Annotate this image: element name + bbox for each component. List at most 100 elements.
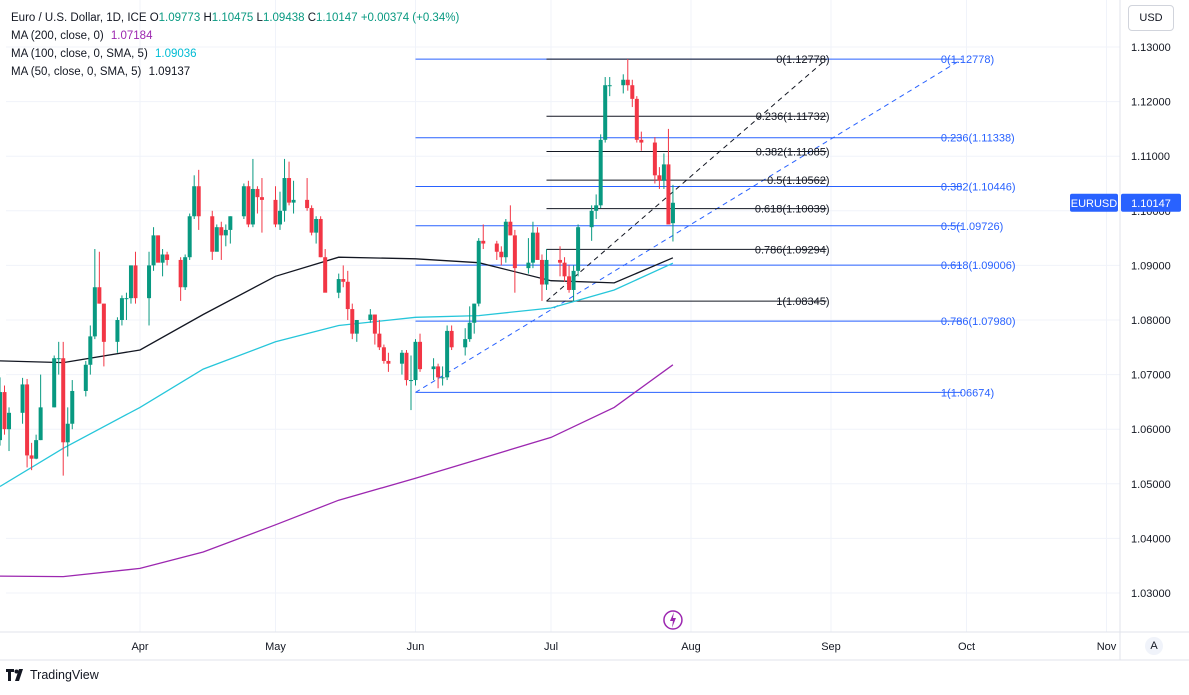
candle-body[interactable] bbox=[381, 347, 386, 361]
candle-body[interactable] bbox=[535, 232, 540, 260]
candle-body[interactable] bbox=[259, 197, 264, 200]
legend-ma100[interactable]: MA (100, close, 0, SMA, 5) 1.09036 bbox=[11, 45, 459, 63]
candle-body[interactable] bbox=[652, 142, 657, 176]
candle-body[interactable] bbox=[156, 235, 161, 263]
candle-body[interactable] bbox=[431, 366, 436, 370]
candle-body[interactable] bbox=[512, 235, 517, 269]
candle-body[interactable] bbox=[607, 85, 612, 87]
candle-body[interactable] bbox=[0, 392, 2, 441]
candle-body[interactable] bbox=[38, 407, 43, 441]
candle-body[interactable] bbox=[508, 221, 513, 236]
candle-body[interactable] bbox=[255, 188, 260, 198]
candle-body[interactable] bbox=[571, 270, 576, 290]
candle-body[interactable] bbox=[241, 186, 246, 217]
candle-body[interactable] bbox=[165, 254, 170, 260]
candle-body[interactable] bbox=[291, 199, 296, 203]
candle-body[interactable] bbox=[562, 262, 567, 277]
candle-body[interactable] bbox=[670, 202, 675, 224]
fib-blue-trendline[interactable] bbox=[415, 58, 963, 393]
candle-body[interactable] bbox=[187, 216, 192, 258]
candle-body[interactable] bbox=[440, 377, 445, 379]
symbol-title[interactable]: Euro / U.S. Dollar, 1D, ICE bbox=[11, 12, 147, 24]
candle-body[interactable] bbox=[70, 390, 75, 424]
candle-body[interactable] bbox=[503, 221, 508, 258]
candle-body[interactable] bbox=[481, 240, 486, 244]
candle-body[interactable] bbox=[323, 257, 328, 293]
candle-body[interactable] bbox=[354, 320, 359, 334]
candle-body[interactable] bbox=[413, 341, 418, 381]
candle-body[interactable] bbox=[576, 227, 581, 271]
candle-body[interactable] bbox=[101, 303, 106, 342]
candle-body[interactable] bbox=[345, 281, 350, 310]
candle-body[interactable] bbox=[404, 352, 409, 381]
auto-scale-button[interactable]: A bbox=[1145, 637, 1163, 655]
moving-average-line[interactable] bbox=[0, 262, 674, 488]
candle-body[interactable] bbox=[598, 139, 603, 206]
candle-body[interactable] bbox=[92, 287, 97, 337]
candle-body[interactable] bbox=[558, 259, 563, 263]
candle-body[interactable] bbox=[336, 279, 341, 293]
candle-body[interactable] bbox=[666, 164, 671, 225]
candle-body[interactable] bbox=[65, 423, 70, 443]
candle-body[interactable] bbox=[472, 303, 477, 323]
candle-body[interactable] bbox=[318, 218, 323, 258]
candle-body[interactable] bbox=[314, 218, 319, 233]
candle-body[interactable] bbox=[2, 392, 7, 430]
candle-body[interactable] bbox=[305, 199, 310, 209]
candle-body[interactable] bbox=[147, 265, 152, 299]
candle-body[interactable] bbox=[467, 322, 472, 340]
candle-body[interactable] bbox=[399, 352, 404, 364]
currency-button[interactable]: USD bbox=[1128, 5, 1174, 31]
candle-body[interactable] bbox=[250, 188, 255, 225]
candle-body[interactable] bbox=[160, 254, 165, 263]
candle-body[interactable] bbox=[526, 262, 531, 269]
candle-body[interactable] bbox=[192, 186, 197, 217]
candle-body[interactable] bbox=[309, 208, 314, 233]
candle-body[interactable] bbox=[246, 186, 251, 225]
candle-body[interactable] bbox=[124, 298, 129, 300]
candle-body[interactable] bbox=[494, 243, 499, 252]
candle-body[interactable] bbox=[88, 336, 93, 365]
legend-ma200[interactable]: MA (200, close, 0) 1.07184 bbox=[11, 27, 459, 45]
tradingview-branding[interactable]: TradingView bbox=[6, 668, 99, 682]
candle-body[interactable] bbox=[219, 227, 224, 236]
candle-body[interactable] bbox=[214, 227, 219, 252]
candle-body[interactable] bbox=[128, 265, 133, 299]
candle-body[interactable] bbox=[418, 341, 423, 370]
candle-body[interactable] bbox=[621, 79, 626, 86]
legend-ma50[interactable]: MA (50, close, 0, SMA, 5) 1.09137 bbox=[11, 63, 459, 81]
candle-body[interactable] bbox=[183, 257, 188, 288]
candle-body[interactable] bbox=[445, 330, 450, 378]
candle-body[interactable] bbox=[589, 210, 594, 228]
candle-body[interactable] bbox=[567, 276, 572, 290]
moving-average-line[interactable] bbox=[0, 364, 674, 578]
candle-body[interactable] bbox=[151, 235, 156, 266]
candle-body[interactable] bbox=[56, 358, 61, 360]
candle-body[interactable] bbox=[539, 259, 544, 285]
candle-body[interactable] bbox=[499, 251, 504, 258]
candle-body[interactable] bbox=[463, 339, 468, 348]
candle-body[interactable] bbox=[436, 366, 441, 378]
candle-body[interactable] bbox=[196, 186, 201, 217]
candle-body[interactable] bbox=[228, 216, 233, 230]
candle-body[interactable] bbox=[544, 259, 549, 285]
candle-body[interactable] bbox=[20, 384, 25, 413]
candle-body[interactable] bbox=[368, 314, 373, 320]
candle-body[interactable] bbox=[273, 199, 278, 225]
candle-body[interactable] bbox=[386, 360, 391, 364]
fib-black-trendline[interactable] bbox=[546, 58, 827, 302]
candle-body[interactable] bbox=[7, 412, 12, 430]
candle-body[interactable] bbox=[625, 79, 630, 86]
candle-body[interactable] bbox=[634, 98, 639, 140]
candle-body[interactable] bbox=[119, 298, 124, 320]
candle-body[interactable] bbox=[278, 210, 283, 225]
candle-body[interactable] bbox=[630, 85, 635, 99]
candle-body[interactable] bbox=[661, 164, 666, 181]
candle-body[interactable] bbox=[408, 380, 413, 382]
candle-body[interactable] bbox=[657, 175, 662, 181]
candle-body[interactable] bbox=[29, 455, 34, 459]
candle-body[interactable] bbox=[133, 265, 138, 299]
candle-body[interactable] bbox=[530, 232, 535, 263]
